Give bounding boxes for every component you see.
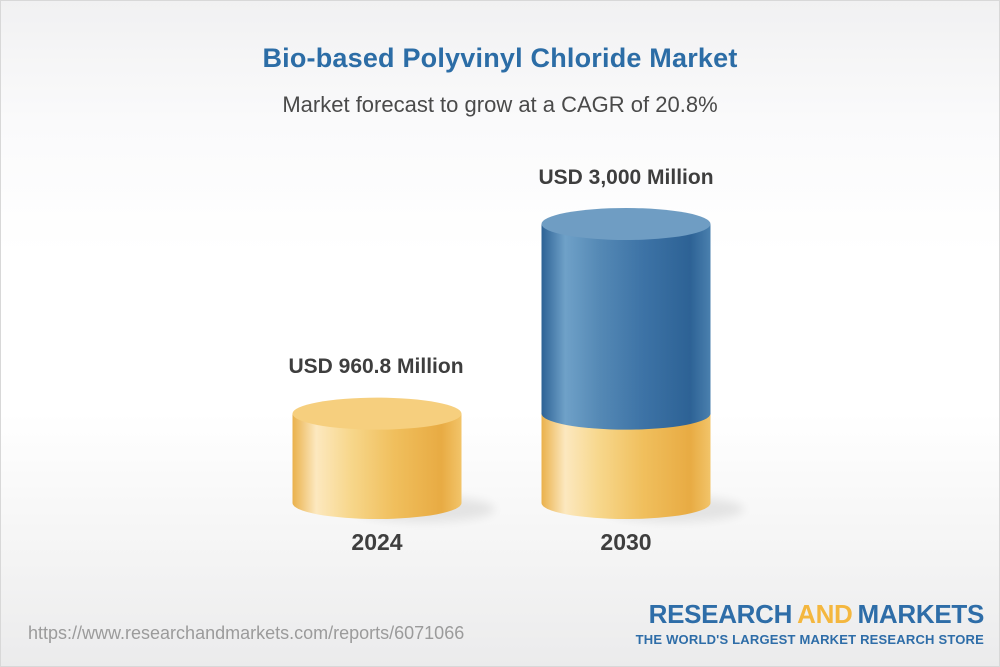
brand-logo-wordmark: RESEARCH AND MARKETS — [636, 599, 985, 629]
logo-word-and: AND — [797, 599, 853, 629]
chart-header: Bio-based Polyvinyl Chloride Market Mark… — [1, 1, 999, 118]
brand-logo-tagline: THE WORLD'S LARGEST MARKET RESEARCH STOR… — [635, 632, 984, 647]
logo-word-research: RESEARCH — [648, 599, 793, 629]
category-label-2024: 2024 — [351, 529, 403, 555]
page-subtitle: Market forecast to grow at a CAGR of 20.… — [282, 92, 718, 117]
value-label-2030: USD 3,000 Million — [538, 166, 714, 189]
logo-word-markets: MARKETS — [857, 599, 985, 629]
category-label-2030: 2030 — [600, 529, 652, 555]
source-url: https://www.researchandmarkets.com/repor… — [28, 623, 465, 643]
brand-logo: RESEARCH AND MARKETS THE WORLD'S LARGEST M… — [635, 599, 985, 647]
value-label-2024: USD 960.8 Million — [288, 355, 464, 378]
page-title: Bio-based Polyvinyl Chloride Market — [262, 43, 738, 73]
